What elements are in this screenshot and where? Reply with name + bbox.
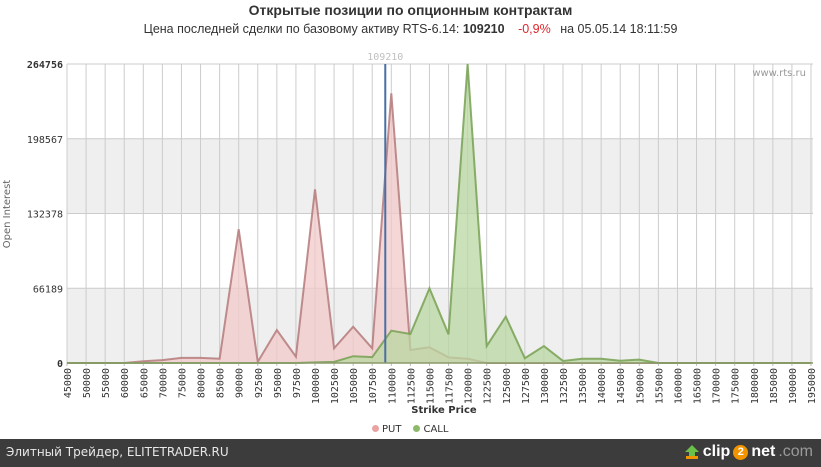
x-tick-label: 150000 bbox=[635, 368, 646, 404]
x-tick-label: 75000 bbox=[177, 368, 188, 398]
x-tick-label: 55000 bbox=[101, 368, 112, 398]
x-tick-label: 190000 bbox=[788, 368, 799, 404]
x-tick-label: 102500 bbox=[330, 368, 341, 404]
call-dot-icon bbox=[413, 425, 421, 432]
last-price-label: 109210 bbox=[367, 52, 403, 63]
x-tick-label: 107500 bbox=[368, 368, 379, 404]
x-tick-label: 92500 bbox=[254, 368, 265, 398]
x-tick-label: 65000 bbox=[139, 368, 150, 398]
chart-subtitle: Цена последней сделки по базовому активу… bbox=[0, 22, 821, 36]
watermark: www.rts.ru bbox=[752, 68, 806, 79]
x-tick-label: 117500 bbox=[445, 368, 456, 404]
y-tick-label: 66189 bbox=[33, 284, 63, 295]
open-interest-chart: 0 66189 132378 198567 264756 109210 45000 50000… bbox=[2, 52, 818, 416]
x-tick-label: 185000 bbox=[769, 368, 780, 404]
y-tick-label: 132378 bbox=[27, 210, 63, 221]
x-tick-label: 140000 bbox=[597, 368, 608, 404]
x-tick-label: 80000 bbox=[197, 368, 208, 398]
x-tick-label: 127500 bbox=[521, 368, 532, 404]
price-change: -0,9% bbox=[518, 22, 551, 36]
chart-title: Открытые позиции по опционным контрактам bbox=[248, 2, 573, 18]
x-tick-label: 195000 bbox=[807, 368, 818, 404]
x-tick-label: 50000 bbox=[82, 368, 93, 398]
x-tick-label: 130000 bbox=[540, 368, 551, 404]
x-tick-label: 70000 bbox=[158, 368, 169, 398]
x-tick-label: 105000 bbox=[349, 368, 360, 404]
x-tick-label: 175000 bbox=[731, 368, 742, 404]
x-tick-label: 85000 bbox=[216, 368, 227, 398]
legend-call[interactable]: CALL bbox=[413, 424, 448, 435]
x-tick-label: 132500 bbox=[559, 368, 570, 404]
footer-caption: Элитный Трейдер, ELITETRADER.RU bbox=[6, 445, 229, 459]
upload-arrow-icon bbox=[684, 445, 699, 459]
x-tick-label: 160000 bbox=[673, 368, 684, 404]
put-dot-icon bbox=[372, 425, 379, 432]
last-price: 109210 bbox=[462, 22, 505, 36]
timestamp-prefix: на bbox=[560, 22, 575, 36]
x-tick-label: 60000 bbox=[120, 368, 131, 398]
x-tick-label: 45000 bbox=[63, 368, 74, 398]
x-tick-label: 100000 bbox=[311, 368, 322, 404]
x-tick-label: 122500 bbox=[483, 368, 494, 404]
x-tick-label: 115000 bbox=[425, 368, 436, 404]
legend-put[interactable]: PUT bbox=[372, 424, 401, 435]
subtitle-prefix: Цена последней сделки по базовому активу… bbox=[143, 22, 460, 36]
y-axis-title: Open Interest bbox=[2, 180, 13, 249]
x-tick-label: 125000 bbox=[502, 368, 513, 404]
legend: PUT CALL bbox=[372, 424, 448, 435]
x-tick-label: 145000 bbox=[616, 368, 627, 404]
grid-band bbox=[67, 138, 813, 214]
y-tick-label: 264756 bbox=[27, 60, 63, 71]
x-tick-label: 95000 bbox=[273, 368, 284, 398]
x-tick-label: 97500 bbox=[292, 368, 303, 398]
x-tick-label: 170000 bbox=[712, 368, 723, 404]
x-tick-label: 155000 bbox=[654, 368, 665, 404]
x-tick-label: 120000 bbox=[464, 368, 475, 404]
clip2net-logo: clip 2 net .com bbox=[684, 443, 813, 461]
x-tick-label: 180000 bbox=[750, 368, 761, 404]
y-tick-label: 0 bbox=[57, 359, 63, 370]
x-tick-label: 165000 bbox=[693, 368, 704, 404]
footer-bar: Элитный Трейдер, ELITETRADER.RU clip 2 net… bbox=[0, 439, 821, 467]
x-tick-label: 110000 bbox=[387, 368, 398, 404]
y-tick-label: 198567 bbox=[27, 135, 63, 146]
x-tick-label: 112500 bbox=[406, 368, 417, 404]
x-tick-label: 90000 bbox=[235, 368, 246, 398]
timestamp: 05.05.14 18:11:59 bbox=[577, 22, 678, 36]
x-axis-title: Strike Price bbox=[411, 405, 477, 416]
x-tick-label: 135000 bbox=[578, 368, 589, 404]
